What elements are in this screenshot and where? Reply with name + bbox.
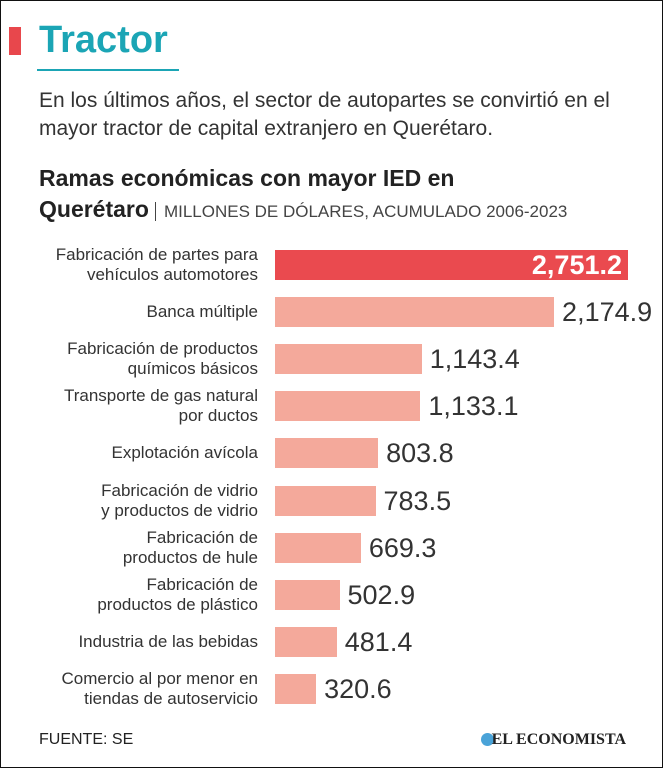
- category-label: Fabricación de partes para vehículos aut…: [55, 245, 258, 284]
- category-label: Fabricación de productos químicos básico…: [67, 339, 258, 379]
- category-label: Fabricación de vidrio y productos de vid…: [101, 480, 258, 520]
- category-label: Explotación avícola: [111, 443, 258, 463]
- category-label: Banca múltiple: [146, 302, 258, 322]
- category-label: Fabricación de productos de plástico: [97, 574, 258, 614]
- bar: [275, 297, 555, 328]
- bar: [275, 438, 379, 469]
- chart-heading: Ramas económicas con mayor IED en Querét…: [39, 163, 639, 227]
- title: Tractor: [39, 19, 168, 61]
- value-label: 2,174.9: [562, 297, 653, 328]
- bar: [275, 344, 422, 375]
- category-label: Transporte de gas natural por ductos: [63, 386, 258, 426]
- value-label: 320.6: [324, 673, 392, 704]
- bar: [275, 391, 421, 422]
- value-label: 481.4: [344, 626, 413, 657]
- source: FUENTE: SE: [39, 731, 134, 748]
- value-label: 1,143.4: [429, 344, 520, 375]
- category-label: Comercio al por menor en tiendas de auto…: [61, 668, 258, 708]
- value-label: 1,133.1: [428, 391, 519, 422]
- brand: EL ECONOMISTA: [491, 731, 626, 748]
- value-label: 502.9: [347, 579, 416, 610]
- value-label: 2,751.2: [531, 250, 622, 280]
- chart-subtitle: MILLONES DE DÓLARES, ACUMULADO 2006-2023: [154, 202, 568, 221]
- bar: [275, 626, 337, 657]
- accent-mark: [9, 27, 21, 55]
- value-label: 783.5: [383, 485, 452, 516]
- value-label: 803.8: [386, 438, 454, 469]
- bar: [275, 579, 340, 610]
- category-label: Fabricación de productos de hule: [122, 527, 258, 567]
- intro: En los últimos años, el sector de autopa…: [39, 89, 610, 140]
- chart-title: Ramas económicas con mayor IED en Querét…: [39, 165, 455, 222]
- bar: [275, 250, 628, 280]
- title-rule: [37, 69, 179, 71]
- bar: [275, 673, 317, 704]
- value-label: 669.3: [368, 532, 437, 563]
- bar: [275, 485, 376, 516]
- brand-logo: [481, 733, 494, 746]
- bar: [275, 532, 361, 563]
- category-label: Industria de las bebidas: [78, 631, 258, 651]
